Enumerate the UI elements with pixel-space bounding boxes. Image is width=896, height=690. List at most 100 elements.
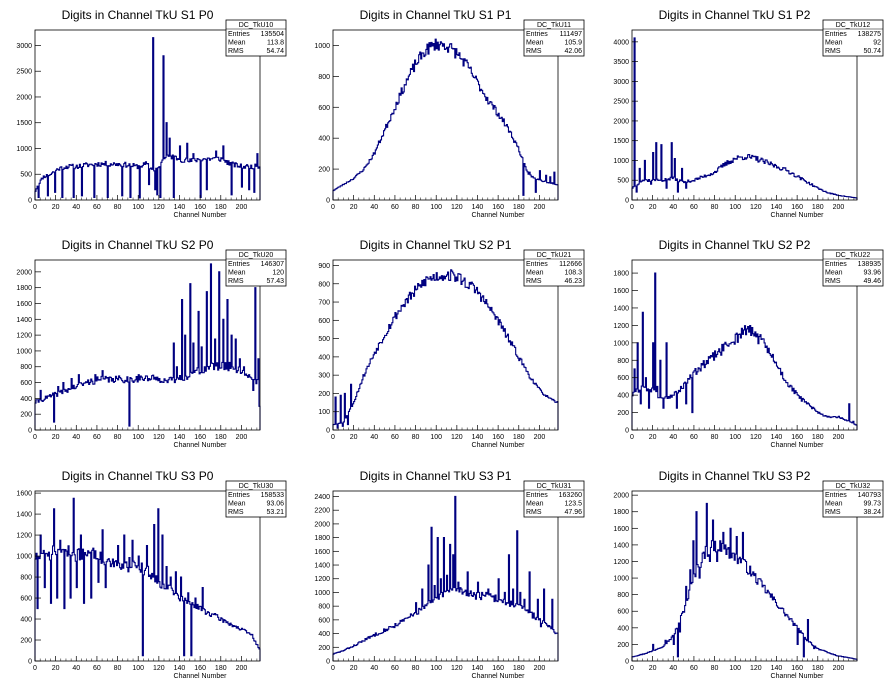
x-tick-label: 160: [194, 204, 206, 211]
x-tick-label: 20: [649, 204, 657, 211]
plot-frame: [332, 490, 559, 662]
x-tick-label: 60: [391, 665, 399, 672]
histogram-panel: Digits in Channel TkU S2 P0 0 20 40 60 80 100 1…: [16, 238, 287, 449]
stats-value: 54.74: [266, 48, 284, 55]
x-tick-label: 140: [174, 665, 186, 672]
x-tick-label: 180: [513, 204, 525, 211]
x-tick-label: 80: [412, 204, 420, 211]
stats-box-frame: [225, 480, 287, 518]
x-tick-label: 180: [812, 204, 824, 211]
y-tick-label: 2000: [613, 493, 629, 500]
histogram-series: [631, 37, 858, 200]
y-tick-label: 0: [28, 659, 32, 666]
x-tick-label: 60: [391, 204, 399, 211]
y-tick-label: 600: [318, 105, 330, 112]
x-tick-label: 180: [215, 434, 227, 441]
x-tick-label: 200: [236, 665, 248, 672]
stats-value: 99.73: [863, 501, 881, 508]
stats-name: DC_TkU31: [537, 483, 572, 490]
x-tick-label: 140: [771, 665, 783, 672]
stats-value: 140793: [858, 492, 881, 499]
stats-value: 120: [272, 270, 284, 277]
stats-box-frame: [822, 480, 884, 518]
y-tick-label: 1400: [16, 512, 32, 519]
y-tick-label: 1400: [613, 305, 629, 312]
y-tick-label: 1500: [16, 120, 32, 127]
stats-box-frame: [225, 19, 287, 57]
y-tick-label: 1400: [613, 542, 629, 549]
x-tick-label: 40: [669, 434, 677, 441]
x-tick-label: 0: [630, 665, 634, 672]
plot-frame: [631, 29, 858, 201]
y-tick-label: 1000: [314, 43, 330, 50]
y-tick-label: 0: [625, 659, 629, 666]
stats-key: Entries: [825, 492, 847, 499]
x-tick-label: 80: [711, 204, 719, 211]
y-tick-label: 800: [318, 281, 330, 288]
y-tick-label: 1600: [314, 549, 330, 556]
x-tick-label: 200: [534, 204, 546, 211]
stats-key: RMS: [825, 48, 841, 55]
stats-key: RMS: [228, 278, 244, 285]
stats-value: 50.74: [863, 48, 881, 55]
x-tick-label: 0: [331, 204, 335, 211]
stats-value: 111497: [560, 31, 582, 38]
x-tick-label: 80: [711, 434, 719, 441]
stats-name: DC_TkU32: [836, 483, 871, 490]
y-tick-label: 2500: [16, 69, 32, 76]
y-tick-label: 1500: [613, 138, 629, 145]
histogram-panel: Digits in Channel TkU S2 P1 0 20 40 60 80 100 1…: [318, 238, 585, 449]
y-tick-label: 2200: [314, 508, 330, 515]
x-tick-label: 200: [833, 434, 845, 441]
x-tick-label: 160: [492, 665, 504, 672]
stats-value: 158533: [261, 492, 284, 499]
x-tick-label: 20: [52, 434, 60, 441]
x-tick-label: 100: [430, 434, 442, 441]
x-tick-label: 80: [114, 204, 122, 211]
x-tick-label: 100: [132, 665, 144, 672]
x-tick-label: 100: [729, 204, 741, 211]
stats-key: RMS: [825, 509, 841, 516]
x-tick-label: 40: [669, 204, 677, 211]
stats-box: DC_TkU10 Entries 135504 Mean 113.8 RMS 54.74: [225, 19, 287, 57]
histogram-panel: Digits in Channel TkU S2 P2 0 20 40 60 80 100 1…: [613, 238, 884, 449]
x-tick-label: 140: [771, 434, 783, 441]
x-tick-label: 120: [750, 665, 762, 672]
y-tick-label: 200: [318, 645, 330, 652]
y-tick-label: 1800: [613, 509, 629, 516]
stats-key: Entries: [526, 261, 548, 268]
y-tick-label: 200: [318, 167, 330, 174]
plot-frame: [332, 259, 559, 431]
x-tick-label: 60: [93, 665, 101, 672]
plot-frame: [631, 490, 858, 662]
x-tick-label: 200: [236, 434, 248, 441]
stats-name: DC_TkU21: [537, 252, 572, 259]
x-tick-label: 200: [534, 434, 546, 441]
x-axis-label: Channel Number: [472, 442, 526, 449]
x-tick-label: 160: [791, 665, 803, 672]
x-tick-label: 60: [690, 665, 698, 672]
y-tick-label: 1000: [613, 158, 629, 165]
x-axis-label: Channel Number: [174, 673, 228, 680]
panel-title: Digits in Channel TkU S1 P0: [62, 8, 214, 22]
stats-value: 47.96: [564, 509, 582, 516]
y-tick-label: 400: [318, 354, 330, 361]
x-tick-label: 60: [690, 434, 698, 441]
y-tick-label: 3500: [613, 59, 629, 66]
x-tick-label: 140: [174, 434, 186, 441]
x-tick-label: 200: [833, 665, 845, 672]
x-tick-label: 120: [451, 434, 463, 441]
x-tick-label: 180: [812, 434, 824, 441]
y-tick-label: 1400: [16, 317, 32, 324]
stats-name: DC_TkU22: [836, 252, 871, 259]
plot-frame: [34, 490, 261, 662]
y-tick-label: 600: [318, 318, 330, 325]
y-tick-label: 900: [318, 263, 330, 270]
stats-name: DC_TkU10: [239, 22, 274, 29]
stats-box: DC_TkU31 Entries 163260 Mean 123.5 RMS 47.96: [523, 480, 585, 518]
y-tick-label: 200: [318, 391, 330, 398]
stats-key: RMS: [526, 509, 542, 516]
stats-name: DC_TkU30: [239, 483, 274, 490]
stats-key: Entries: [228, 31, 250, 38]
stats-key: Entries: [228, 261, 250, 268]
